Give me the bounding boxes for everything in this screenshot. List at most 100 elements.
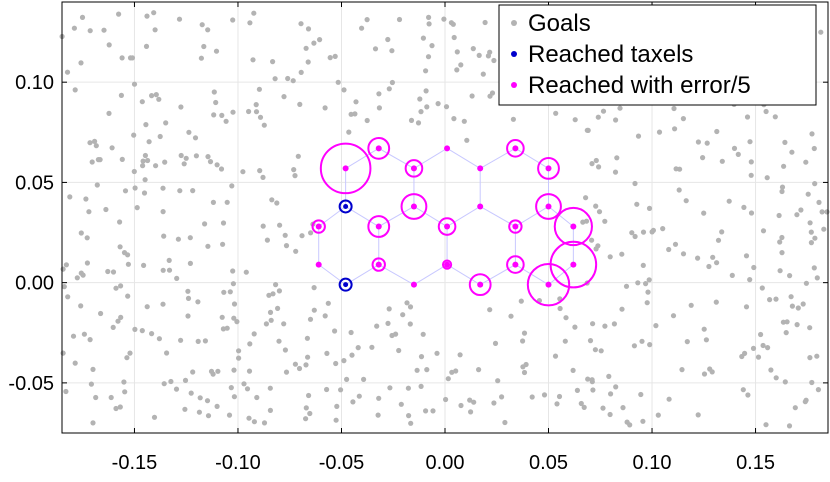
- goal-point: [361, 376, 367, 382]
- goal-point: [88, 381, 94, 387]
- goal-point: [298, 21, 304, 27]
- goal-point: [183, 155, 189, 161]
- goal-point: [389, 48, 395, 54]
- goal-point: [211, 89, 217, 95]
- goal-point: [204, 398, 211, 404]
- goal-point: [710, 254, 716, 260]
- goal-point: [121, 250, 128, 256]
- mesh-edge: [446, 147, 481, 169]
- goal-point: [656, 129, 663, 135]
- goal-point: [305, 26, 312, 32]
- goal-point: [666, 246, 672, 253]
- goal-point: [553, 110, 559, 116]
- goal-point: [673, 166, 679, 172]
- goal-point: [116, 11, 122, 17]
- goal-point: [805, 191, 811, 197]
- goal-point: [79, 14, 86, 20]
- goal-point: [632, 180, 638, 187]
- goal-point: [117, 244, 123, 250]
- goal-point: [418, 354, 425, 360]
- goal-point: [798, 207, 804, 213]
- goal-point: [141, 262, 147, 268]
- goal-point: [613, 384, 619, 390]
- goal-point: [612, 169, 619, 175]
- goal-point: [695, 139, 702, 145]
- goal-point: [794, 212, 800, 218]
- goal-point: [552, 353, 559, 359]
- goal-point: [142, 177, 148, 183]
- goal-point: [789, 149, 795, 155]
- goal-point: [563, 315, 569, 321]
- goal-point: [485, 53, 491, 59]
- goal-point: [260, 223, 266, 229]
- goal-point: [782, 139, 788, 145]
- goal-point: [131, 168, 137, 175]
- goal-point: [747, 139, 753, 145]
- goal-point: [140, 158, 146, 164]
- goal-point: [193, 153, 199, 159]
- goal-point: [541, 392, 548, 398]
- goal-point: [185, 295, 192, 301]
- goal-point: [701, 371, 708, 377]
- goal-point: [254, 394, 260, 401]
- goal-point: [779, 184, 786, 190]
- goal-point: [90, 366, 96, 372]
- goal-point: [215, 368, 221, 374]
- goal-point: [680, 251, 687, 257]
- goal-point: [821, 226, 827, 232]
- goal-point: [672, 126, 678, 132]
- goal-point: [520, 364, 526, 370]
- goal-point: [423, 68, 429, 74]
- mesh-edge: [548, 264, 574, 286]
- mesh-edge: [515, 264, 549, 286]
- goal-point: [118, 283, 124, 289]
- goal-point: [375, 412, 381, 418]
- goal-point: [640, 229, 647, 235]
- goal-point: [408, 117, 415, 123]
- goal-point: [213, 99, 219, 106]
- goal-point: [679, 367, 685, 373]
- goal-point: [207, 159, 214, 165]
- goal-point: [386, 306, 392, 312]
- goal-point: [125, 293, 131, 299]
- reached-error-point: [410, 281, 417, 288]
- goal-point: [229, 183, 235, 189]
- goal-point: [285, 75, 291, 82]
- goal-point: [168, 378, 174, 385]
- goal-point: [153, 92, 159, 98]
- goal-point: [241, 381, 247, 387]
- goal-point: [758, 331, 764, 338]
- goal-point: [562, 338, 568, 344]
- goal-point: [750, 345, 757, 351]
- goal-point: [141, 190, 148, 196]
- goal-point: [627, 422, 633, 428]
- reached-error-point: [477, 281, 484, 288]
- goal-point: [283, 243, 290, 249]
- goal-point: [748, 159, 754, 165]
- goal-point: [593, 246, 599, 252]
- y-tick-label: 0.05: [15, 172, 54, 194]
- goal-point: [119, 156, 125, 162]
- goal-point: [811, 145, 817, 152]
- goal-point: [89, 159, 95, 165]
- goal-point: [110, 269, 117, 275]
- goal-point: [273, 282, 279, 288]
- goal-point: [281, 321, 287, 327]
- goal-point: [182, 406, 188, 412]
- goal-point: [115, 318, 121, 324]
- goal-point: [592, 347, 599, 353]
- goal-point: [521, 330, 528, 336]
- legend-marker-goals: [511, 20, 517, 26]
- goal-point: [210, 371, 216, 377]
- goal-point: [72, 360, 78, 366]
- reached-error-point: [545, 281, 552, 288]
- goal-point: [60, 350, 66, 356]
- goal-point: [760, 228, 767, 234]
- goal-point: [759, 285, 765, 291]
- goal-point: [94, 182, 100, 188]
- goal-point: [87, 140, 93, 146]
- goal-point: [72, 87, 78, 93]
- goal-point: [423, 88, 429, 94]
- goal-point: [777, 239, 783, 245]
- goal-point: [590, 321, 596, 327]
